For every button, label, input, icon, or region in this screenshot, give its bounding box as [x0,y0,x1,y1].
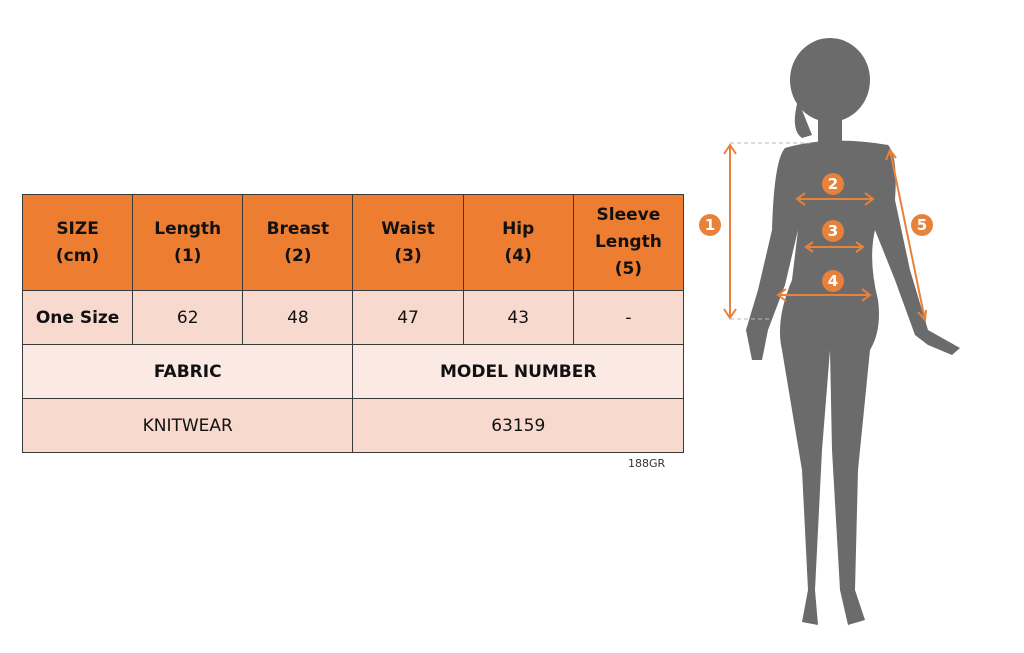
marker-3: 3 [822,220,844,242]
header-text: (4) [504,245,532,266]
hip-cell: 43 [462,290,574,345]
marker-2: 2 [822,173,844,195]
header-waist: Waist (3) [352,194,464,291]
measure-lines [723,142,927,323]
table-row: One Size 62 48 47 43 - [21,290,685,345]
waist-cell: 47 [352,290,464,345]
svg-text:5: 5 [917,216,927,234]
size-chart-table: SIZE (cm) Length (1) Breast (2) Waist (3) Hi… [21,194,685,453]
product-code: 188GR [628,457,666,470]
fabric-value: KNITWEAR [21,398,354,453]
header-text: (cm) [55,245,100,266]
marker-4: 4 [822,270,844,292]
header-text: Waist [381,218,435,239]
table-row: KNITWEAR 63159 [21,398,684,453]
header-text: (3) [394,245,422,266]
header-text: Hip [502,218,535,239]
table-row: FABRIC MODEL NUMBER [21,344,684,399]
body-silhouette-figure: 1 2 3 4 5 [699,38,960,626]
measure-markers: 1 2 3 4 5 [699,173,933,292]
header-row: SIZE (cm) Length (1) Breast (2) Waist (3) Hi… [21,194,685,291]
sleeve-cell: - [572,290,685,345]
length-cell: 62 [132,290,244,345]
svg-text:3: 3 [828,222,838,240]
header-sleeve-length: Sleeve Length (5) [572,194,685,291]
svg-text:4: 4 [828,272,838,290]
header-size: SIZE (cm) [21,194,134,291]
size-cell: One Size [21,290,134,345]
svg-text:1: 1 [705,216,715,234]
header-text: (5) [614,259,643,279]
header-text: Breast [266,218,330,239]
model-value: 63159 [352,398,684,453]
model-label: MODEL NUMBER [352,344,684,399]
marker-5: 5 [911,214,933,236]
header-text: (2) [284,245,312,266]
header-hip: Hip (4) [462,194,574,291]
breast-cell: 48 [242,290,354,345]
header-breast: Breast (2) [242,194,354,291]
header-text: SIZE [56,218,99,239]
header-length: Length (1) [132,194,244,291]
header-text: Sleeve [596,205,661,225]
header-text: Length [154,218,222,239]
silhouette [746,38,960,626]
fabric-label: FABRIC [21,344,354,399]
header-text: (1) [174,245,202,266]
svg-text:2: 2 [828,175,838,193]
header-text: Length [594,232,662,252]
marker-1: 1 [699,214,721,236]
